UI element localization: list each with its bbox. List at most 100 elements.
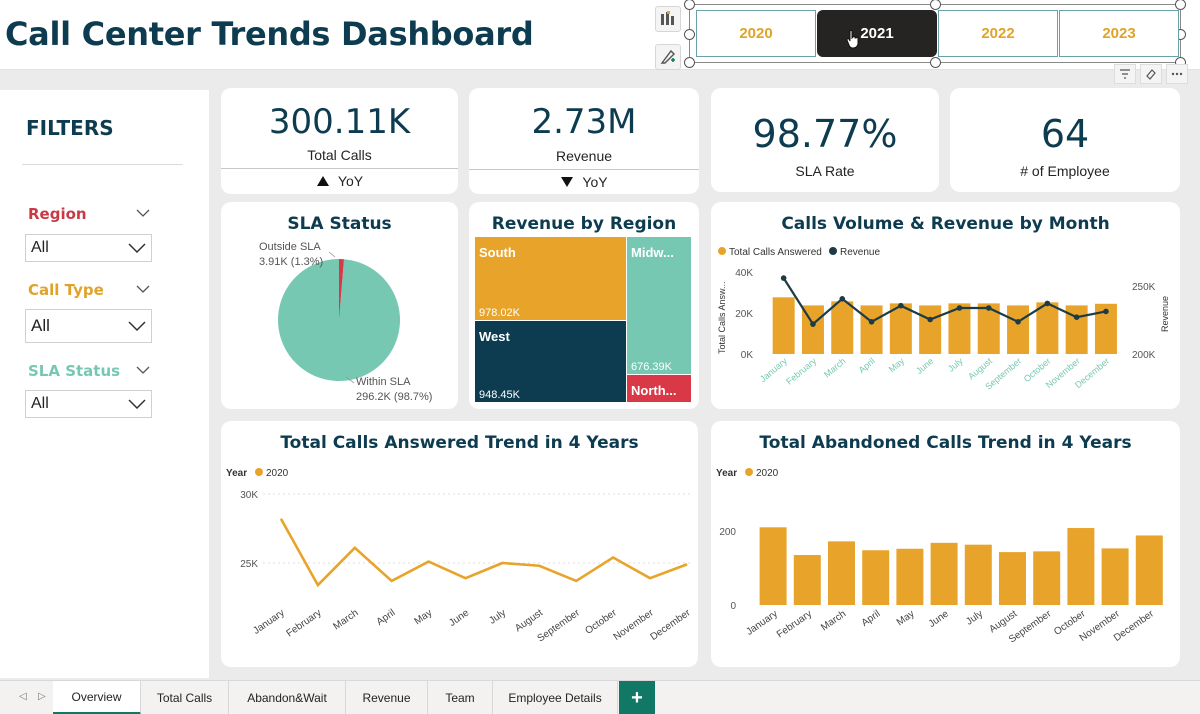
bar[interactable] xyxy=(1135,535,1163,605)
calls-answered-trend-chart[interactable]: Total Calls Answered Trend in 4 Years Ye… xyxy=(221,421,698,667)
bar[interactable] xyxy=(1101,548,1129,605)
tab-revenue[interactable]: Revenue xyxy=(346,681,428,714)
bar[interactable] xyxy=(1007,305,1030,354)
line-point[interactable] xyxy=(868,319,875,325)
format-brush-icon[interactable] xyxy=(655,44,681,70)
next-page-icon[interactable]: ▷ xyxy=(38,691,46,702)
kpi-label: # of Employee xyxy=(1020,163,1110,179)
abandoned-calls-trend-chart[interactable]: Total Abandoned Calls Trend in 4 Years Y… xyxy=(711,421,1180,667)
year-button-2021[interactable]: 2021 xyxy=(817,10,937,57)
more-options-icon[interactable] xyxy=(1166,64,1188,84)
line-point[interactable] xyxy=(280,518,282,520)
line-point[interactable] xyxy=(927,316,933,323)
add-page-button[interactable]: + xyxy=(619,681,655,714)
line-point[interactable] xyxy=(428,561,430,563)
bar[interactable] xyxy=(862,550,890,605)
bar[interactable] xyxy=(801,305,824,354)
pie-value-within: 296.2K (98.7%) xyxy=(356,391,432,403)
filter-icon[interactable] xyxy=(1114,64,1136,84)
bar[interactable] xyxy=(948,303,971,354)
treemap-cell-west[interactable] xyxy=(475,321,626,402)
bar[interactable] xyxy=(772,297,795,354)
line-point[interactable] xyxy=(1103,308,1109,315)
visual-table-icon[interactable] xyxy=(655,6,681,32)
region-dropdown[interactable]: All xyxy=(25,234,152,262)
bar[interactable] xyxy=(999,552,1026,605)
treemap-cell-north[interactable] xyxy=(627,375,691,402)
pie-slice[interactable] xyxy=(339,259,344,320)
bar[interactable] xyxy=(896,548,924,605)
resize-handle[interactable] xyxy=(930,57,941,68)
treemap-cell-south[interactable] xyxy=(475,237,626,320)
line-point[interactable] xyxy=(956,305,963,311)
bar[interactable] xyxy=(889,303,912,354)
year-button-2023[interactable]: 2023 xyxy=(1059,10,1179,57)
bar[interactable] xyxy=(759,527,787,605)
region-filter-label: Region xyxy=(28,205,87,223)
bar[interactable] xyxy=(1033,551,1061,605)
resize-handle[interactable] xyxy=(684,0,695,10)
resize-handle[interactable] xyxy=(1175,0,1186,10)
resize-handle[interactable] xyxy=(684,57,695,68)
line-point[interactable] xyxy=(391,580,393,582)
bar[interactable] xyxy=(860,305,883,354)
tab-overview[interactable]: Overview xyxy=(53,681,141,714)
tab-abandon-wait[interactable]: Abandon&Wait xyxy=(229,681,346,714)
revenue-by-region-chart[interactable]: Revenue by Region South 978.02K West 948… xyxy=(469,202,699,409)
bar[interactable] xyxy=(930,542,958,605)
call-type-dropdown[interactable]: All xyxy=(25,309,152,343)
line-point[interactable] xyxy=(1073,314,1080,320)
bar[interactable] xyxy=(1067,528,1095,605)
resize-handle[interactable] xyxy=(684,29,695,40)
line-point[interactable] xyxy=(686,563,688,565)
sla-status-dropdown[interactable]: All xyxy=(25,390,152,418)
kpi-card-total-calls[interactable]: 300.11K Total Calls YoY xyxy=(221,88,458,194)
tab-team[interactable]: Team xyxy=(428,681,493,714)
sla-status-chart[interactable]: SLA Status Outside SLA 3.91K (1.3%) With… xyxy=(221,202,458,409)
x-tick: June xyxy=(914,356,935,376)
line-point[interactable] xyxy=(1015,319,1021,325)
line-point[interactable] xyxy=(810,321,816,327)
chevron-down-icon[interactable] xyxy=(135,284,151,294)
line-point[interactable] xyxy=(839,296,846,302)
resize-handle[interactable] xyxy=(930,0,941,10)
eraser-icon[interactable] xyxy=(1140,64,1162,84)
line-point[interactable] xyxy=(780,275,787,281)
line-point[interactable] xyxy=(1044,300,1051,307)
kpi-card-employees[interactable]: 64 # of Employee xyxy=(950,88,1180,192)
bar[interactable] xyxy=(1094,303,1117,354)
prev-page-icon[interactable]: ◁ xyxy=(19,691,27,702)
bar[interactable] xyxy=(1036,302,1059,354)
line-point[interactable] xyxy=(354,547,356,549)
visual-toolbar xyxy=(1114,64,1194,86)
year-slicer: 2020 2021 2022 2023 xyxy=(684,0,1186,68)
kpi-card-sla-rate[interactable]: 98.77% SLA Rate xyxy=(711,88,939,192)
year-button-2020[interactable]: 2020 xyxy=(696,10,816,57)
line-point[interactable] xyxy=(575,580,577,582)
bar[interactable] xyxy=(793,555,821,605)
line-point[interactable] xyxy=(898,302,904,309)
tab-total-calls[interactable]: Total Calls xyxy=(141,681,229,714)
bar[interactable] xyxy=(828,541,855,605)
treemap-cell-midwest[interactable] xyxy=(627,237,691,374)
chevron-down-icon[interactable] xyxy=(135,365,151,375)
line-point[interactable] xyxy=(465,577,466,579)
tab-employee-details[interactable]: Employee Details xyxy=(493,681,618,714)
bar[interactable] xyxy=(1065,305,1088,354)
calls-revenue-month-chart[interactable]: Calls Volume & Revenue by Month Total Ca… xyxy=(711,202,1180,409)
chevron-down-icon[interactable] xyxy=(135,208,151,218)
line-point[interactable] xyxy=(985,305,992,311)
bar[interactable] xyxy=(964,544,992,605)
dashboard-header: Call Center Trends Dashboard 2020 2021 2… xyxy=(0,0,1200,70)
year-button-2022[interactable]: 2022 xyxy=(938,10,1058,57)
kpi-card-revenue[interactable]: 2.73M Revenue YoY xyxy=(469,88,699,194)
bar[interactable] xyxy=(831,301,854,354)
line-point[interactable] xyxy=(538,565,540,567)
bar[interactable] xyxy=(977,303,1000,354)
bar[interactable] xyxy=(919,305,942,354)
line-point[interactable] xyxy=(649,577,651,579)
x-tick: January xyxy=(744,608,779,637)
line-point[interactable] xyxy=(612,556,614,558)
line-point[interactable] xyxy=(317,584,319,586)
line-point[interactable] xyxy=(501,562,503,564)
